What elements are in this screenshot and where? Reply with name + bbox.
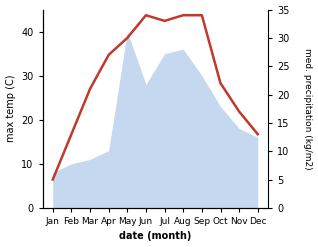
X-axis label: date (month): date (month) — [119, 231, 191, 242]
Y-axis label: med. precipitation (kg/m2): med. precipitation (kg/m2) — [303, 48, 313, 169]
Y-axis label: max temp (C): max temp (C) — [5, 75, 16, 143]
